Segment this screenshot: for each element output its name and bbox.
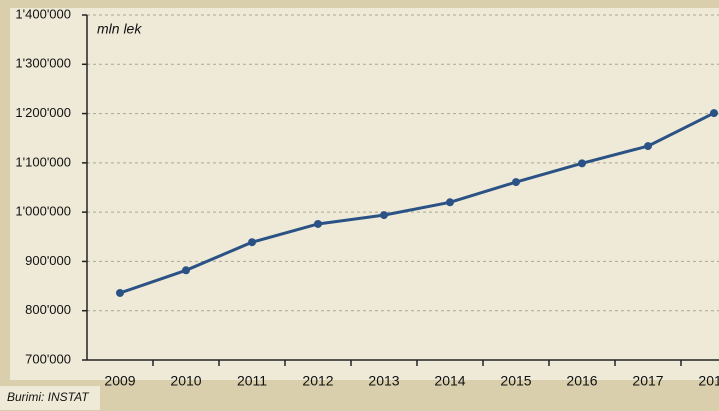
y-tick-label: 1'200'000 xyxy=(15,105,71,120)
x-tick-label: 2009 xyxy=(104,373,135,389)
point xyxy=(446,198,454,207)
x-tick-label: 2011 xyxy=(237,373,267,389)
x-tick-label: 2018 xyxy=(698,373,719,389)
x-tick-label: 2010 xyxy=(170,373,201,389)
point xyxy=(644,142,652,151)
point xyxy=(380,211,388,220)
x-tick-label: 2012 xyxy=(302,373,333,389)
point xyxy=(710,109,718,118)
unit-annotation: mln lek xyxy=(97,21,142,37)
point xyxy=(182,266,190,275)
x-tick-label: 2016 xyxy=(566,373,597,389)
y-tick-label: 1'300'000 xyxy=(15,56,71,71)
point xyxy=(248,238,256,247)
point xyxy=(578,159,586,168)
point xyxy=(512,178,520,187)
point xyxy=(116,288,124,297)
y-tick-label: 700'000 xyxy=(25,351,71,366)
y-tick-label: 900'000 xyxy=(25,253,71,268)
y-tick-label: 1'000'000 xyxy=(15,204,71,219)
point xyxy=(314,219,322,228)
x-tick-label: 2014 xyxy=(434,373,465,389)
y-tick-label: 800'000 xyxy=(25,302,71,317)
x-tick-label: 2013 xyxy=(368,373,399,389)
x-tick-label: 2015 xyxy=(500,373,531,389)
source-box xyxy=(0,386,100,410)
source: Burimi: INSTAT xyxy=(7,390,90,404)
x-tick-label: 2017 xyxy=(632,373,663,389)
plot-background xyxy=(10,8,719,380)
y-tick-label: 1'400'000 xyxy=(15,6,71,21)
y-tick-label: 1'100'000 xyxy=(15,154,71,169)
line xyxy=(119,111,715,295)
